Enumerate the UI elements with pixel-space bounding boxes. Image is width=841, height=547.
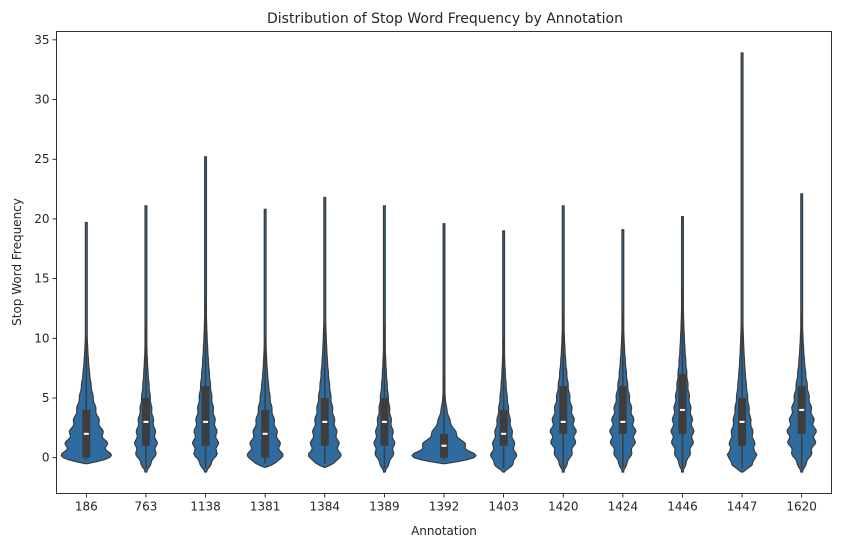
x-axis-label: Annotation xyxy=(411,524,477,538)
x-tick-label: 1447 xyxy=(727,500,758,514)
violin-763 xyxy=(133,205,159,473)
x-tick-label: 763 xyxy=(134,500,157,514)
violin-box xyxy=(559,386,568,434)
violin-1384 xyxy=(307,196,342,468)
x-tick-label: 1392 xyxy=(429,500,460,514)
violin-1420 xyxy=(549,205,577,473)
y-tick-label: 0 xyxy=(42,451,50,465)
violin-box xyxy=(618,386,627,434)
x-tick-label: 1403 xyxy=(488,500,519,514)
y-tick-label: 5 xyxy=(42,391,50,405)
y-tick-label: 10 xyxy=(34,331,49,345)
violin-1620 xyxy=(786,193,817,473)
x-tick-label: 1384 xyxy=(309,500,340,514)
violin-1424 xyxy=(609,229,637,473)
y-axis: 0 5 10 15 20 25 30 35 xyxy=(34,33,57,465)
violin-1381 xyxy=(246,208,284,468)
x-axis: 186 763 1138 1381 1384 1389 1392 1403 1420 1424 14… xyxy=(75,493,817,514)
y-tick-label: 30 xyxy=(34,93,49,107)
x-tick-label: 1381 xyxy=(250,500,281,514)
y-tick-label: 35 xyxy=(34,33,49,47)
violin-box xyxy=(201,386,210,446)
chart-title: Distribution of Stop Word Frequency by A… xyxy=(267,11,623,27)
violin-body xyxy=(411,223,477,465)
y-tick-label: 25 xyxy=(34,152,49,166)
x-tick-label: 1420 xyxy=(548,500,579,514)
y-axis-label: Stop Word Frequency xyxy=(10,198,24,326)
violin-body xyxy=(726,52,758,473)
violin-1447 xyxy=(726,52,758,473)
x-tick-label: 1424 xyxy=(608,500,639,514)
x-tick-label: 1138 xyxy=(190,500,221,514)
y-tick-label: 15 xyxy=(34,272,49,286)
violin-box xyxy=(499,409,508,446)
x-tick-label: 1446 xyxy=(667,500,698,514)
violin-1389 xyxy=(373,205,396,473)
x-tick-label: 186 xyxy=(75,500,98,514)
x-tick-label: 1389 xyxy=(369,500,400,514)
y-tick-label: 20 xyxy=(34,212,49,226)
violin-box xyxy=(678,374,687,434)
violin-1446 xyxy=(670,215,695,473)
violin-1138 xyxy=(191,156,220,473)
violins-layer xyxy=(60,52,817,473)
violin-1392 xyxy=(411,223,477,465)
violin-186 xyxy=(60,221,113,465)
violin-1403 xyxy=(490,230,518,473)
x-tick-label: 1620 xyxy=(786,500,817,514)
